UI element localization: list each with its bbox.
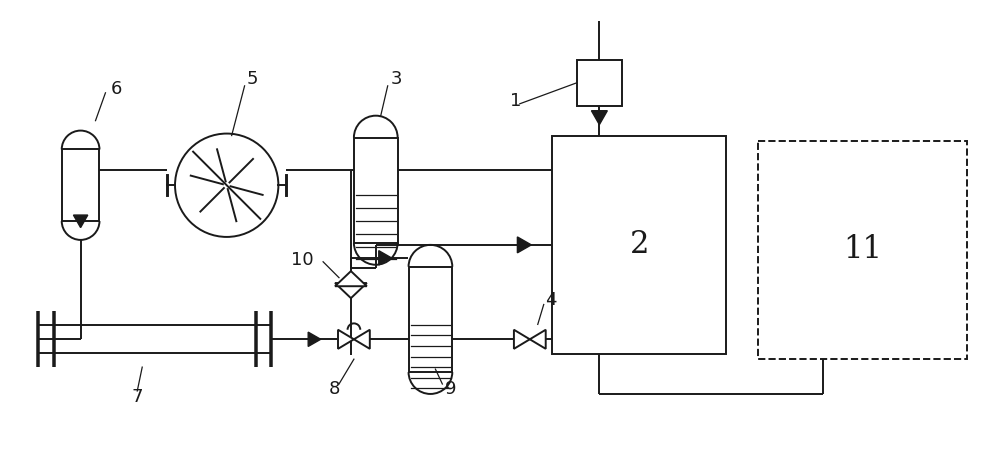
Bar	[62, 149, 99, 221]
Polygon shape	[308, 332, 321, 347]
Text: 8: 8	[328, 380, 340, 398]
Text: 7: 7	[132, 388, 143, 406]
Polygon shape	[514, 330, 530, 349]
Text: 10: 10	[291, 251, 314, 269]
Bar	[409, 267, 452, 372]
Bar	[354, 138, 398, 243]
Polygon shape	[530, 330, 546, 349]
Bar	[552, 135, 726, 354]
Text: 9: 9	[445, 380, 457, 398]
Text: 11: 11	[843, 234, 882, 266]
Polygon shape	[335, 271, 367, 286]
Text: 3: 3	[391, 70, 402, 88]
Bar	[758, 140, 967, 359]
Polygon shape	[73, 215, 88, 228]
Circle shape	[175, 134, 278, 237]
Polygon shape	[354, 330, 370, 349]
Polygon shape	[517, 237, 531, 253]
Text: 4: 4	[545, 291, 556, 309]
Text: 5: 5	[247, 70, 258, 88]
Polygon shape	[335, 283, 367, 298]
Polygon shape	[379, 251, 391, 265]
Polygon shape	[591, 111, 607, 125]
Bar	[577, 60, 622, 106]
Text: 6: 6	[110, 80, 122, 98]
Text: 2: 2	[629, 230, 649, 261]
Polygon shape	[338, 330, 354, 349]
Text: 1: 1	[510, 92, 521, 110]
